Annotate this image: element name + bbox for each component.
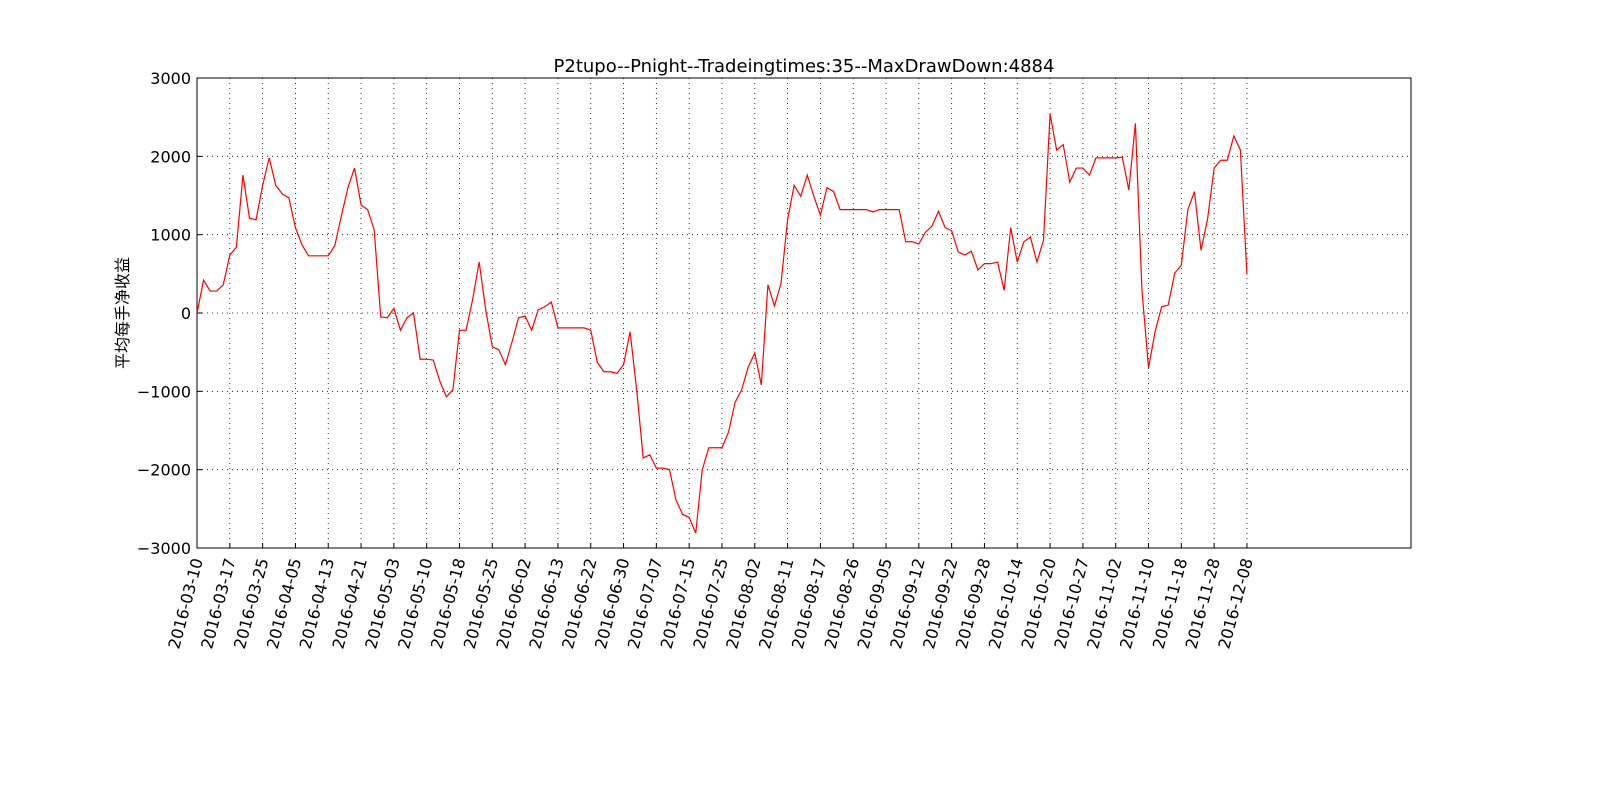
- y-tick-label: 3000: [150, 69, 191, 88]
- plot-frame: [196, 77, 1412, 549]
- y-tick-label: −1000: [137, 382, 191, 401]
- y-tick-label: 0: [181, 304, 191, 323]
- y-tick-label: 2000: [150, 147, 191, 166]
- y-tick-label: −3000: [137, 539, 191, 558]
- data-line: [196, 113, 1248, 534]
- y-tick-label: −2000: [137, 461, 191, 480]
- y-axis-label: 平均每手净收益: [113, 257, 132, 369]
- chart-title: P2tupo--Pnight--Tradeingtimes:35--MaxDra…: [554, 56, 1055, 77]
- y-tick-label: 1000: [150, 226, 191, 245]
